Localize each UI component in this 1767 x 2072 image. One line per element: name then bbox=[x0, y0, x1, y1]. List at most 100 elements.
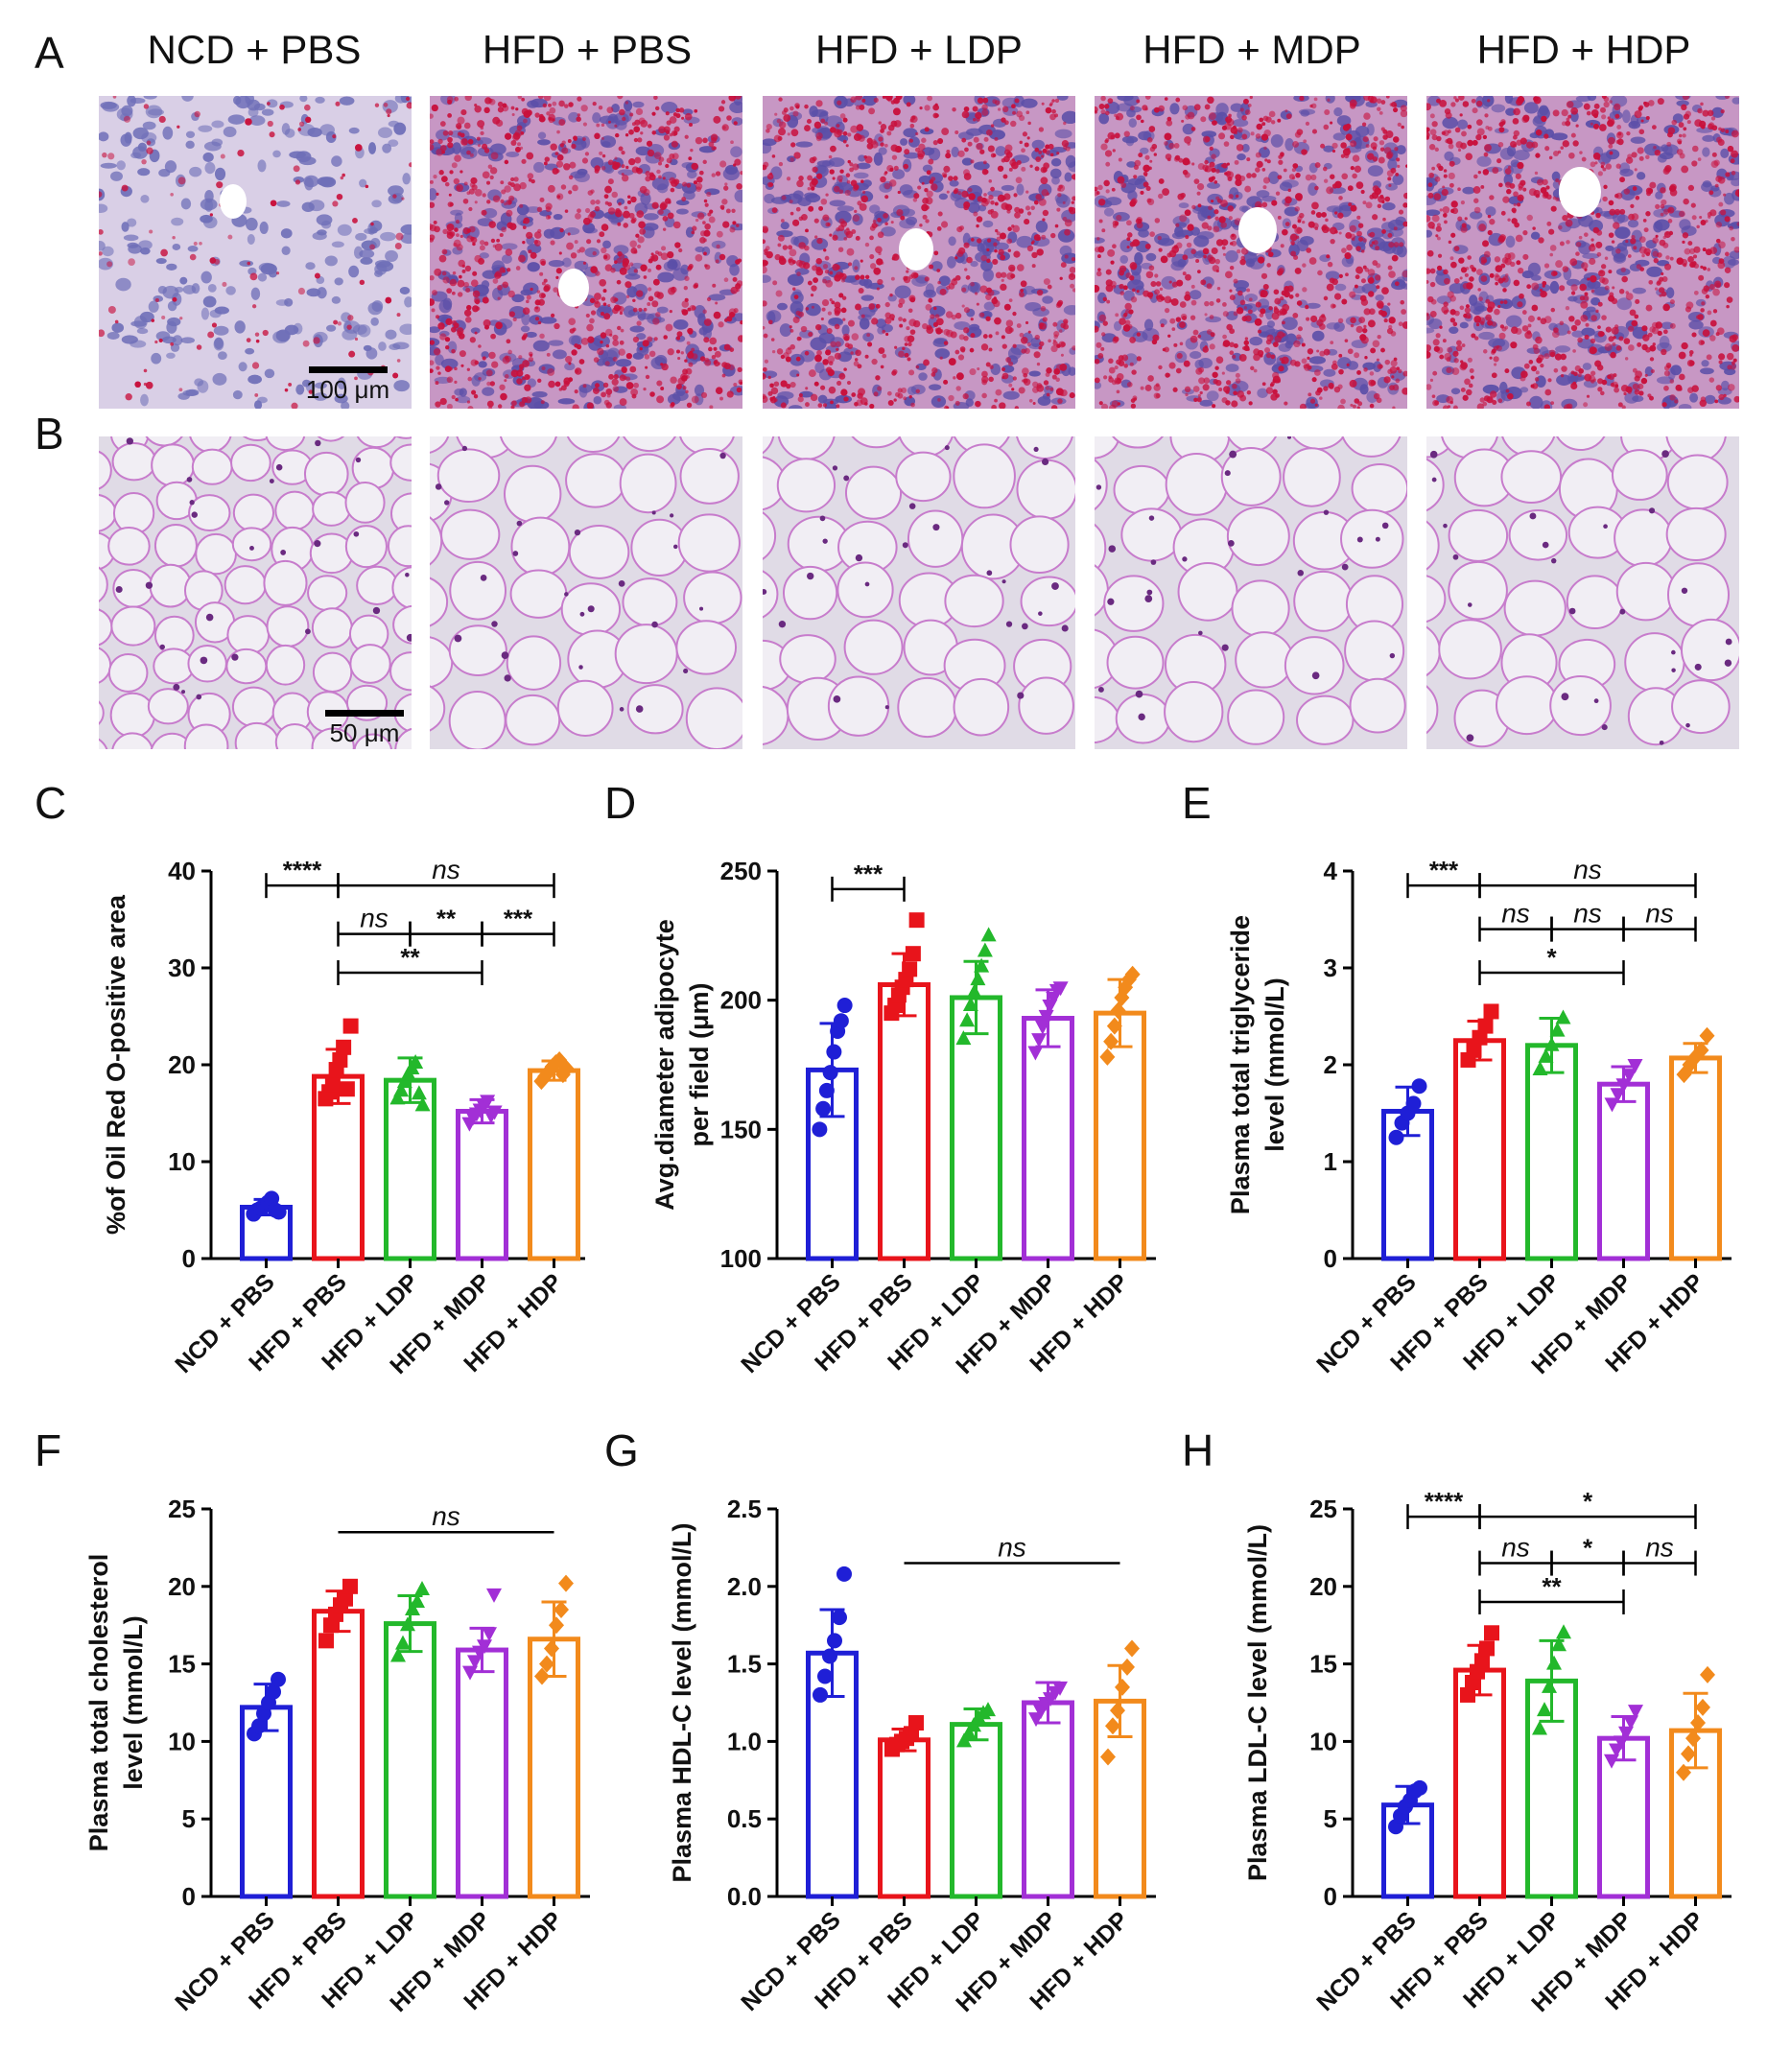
bar-4 bbox=[1022, 1016, 1074, 1261]
scale-bar-a: 100 μm bbox=[302, 366, 393, 405]
data-point bbox=[836, 998, 853, 1014]
data-point bbox=[342, 1018, 359, 1034]
chart-f-cholesterol: 0 5 10 15 20 25 Plasma total cholesterol level … bbox=[48, 1482, 604, 2058]
data-point bbox=[1676, 1066, 1692, 1084]
data-point bbox=[1621, 1069, 1637, 1084]
data-point bbox=[482, 1627, 497, 1642]
data-point bbox=[817, 1668, 833, 1684]
y-tick-label: 0 bbox=[182, 1882, 196, 1911]
data-point bbox=[400, 1616, 415, 1632]
he-adipose-micrograph-5 bbox=[1426, 436, 1739, 749]
data-point bbox=[836, 1566, 852, 1582]
data-point bbox=[977, 942, 993, 957]
data-point bbox=[1472, 1029, 1488, 1046]
data-point bbox=[342, 1578, 358, 1594]
panel-label-g: G bbox=[604, 1425, 639, 1475]
bar-3 bbox=[1525, 1043, 1578, 1261]
significance-label: ** bbox=[400, 943, 420, 972]
data-point bbox=[1027, 1046, 1044, 1061]
data-point bbox=[534, 1667, 550, 1685]
data-point bbox=[974, 957, 990, 973]
bar-5 bbox=[528, 1636, 580, 1899]
data-point bbox=[486, 1588, 502, 1603]
significance-label: *** bbox=[854, 859, 884, 888]
he-adipose-micrograph-1 bbox=[99, 436, 412, 749]
data-point bbox=[966, 983, 982, 999]
y-axis-label: Plasma HDL-C level (mmol/L) bbox=[668, 1522, 696, 1882]
significance-label: ns bbox=[1501, 899, 1530, 929]
data-point bbox=[338, 1590, 353, 1607]
chart-h-ldl: 0 5 10 15 20 25 Plasma LDL-C level (mmol/L) NCD… bbox=[1190, 1482, 1755, 2058]
data-point bbox=[410, 1592, 425, 1608]
y-axis-label: Avg.diameter adipocyte bbox=[650, 919, 679, 1211]
data-point bbox=[822, 1065, 838, 1081]
column-title-hfd-mdp: HFD + MDP bbox=[1143, 27, 1361, 72]
data-point bbox=[539, 1655, 554, 1673]
data-point bbox=[1052, 1681, 1068, 1696]
data-point bbox=[1474, 1653, 1490, 1669]
y-tick-label: 0.0 bbox=[727, 1882, 762, 1911]
data-point bbox=[1388, 1129, 1404, 1145]
y-tick-label: 0 bbox=[1324, 1882, 1337, 1911]
data-point bbox=[1538, 1048, 1554, 1063]
y-tick-label: 100 bbox=[720, 1244, 762, 1273]
y-tick-label: 0 bbox=[1324, 1244, 1337, 1273]
data-point bbox=[1484, 1625, 1499, 1641]
panel-label-e: E bbox=[1182, 778, 1212, 828]
bar-2 bbox=[1453, 1667, 1506, 1899]
data-point bbox=[1405, 1095, 1422, 1112]
he-adipose-micrograph-4 bbox=[1095, 436, 1407, 749]
significance-label: ns bbox=[1645, 1533, 1674, 1563]
data-point bbox=[1543, 1036, 1560, 1051]
data-point bbox=[818, 1082, 835, 1098]
chart-c-oil-red: 0 10 20 30 40 %of Oil Red O-positive area NCD … bbox=[48, 844, 590, 1401]
y-tick-label: 15 bbox=[1309, 1650, 1337, 1679]
y-axis-label: %of Oil Red O-positive area bbox=[102, 894, 130, 1235]
significance-label: *** bbox=[504, 905, 533, 933]
bar-3 bbox=[950, 995, 1002, 1261]
data-point bbox=[1542, 1678, 1557, 1693]
chart-d-adipocyte-diameter: 100 150 200 250 Avg.diameter adipocyte per fi… bbox=[614, 844, 1180, 1401]
significance-label: ns bbox=[1573, 855, 1602, 884]
y-tick-label: 2.5 bbox=[727, 1495, 762, 1523]
data-point bbox=[1479, 1640, 1495, 1657]
data-point bbox=[264, 1190, 280, 1207]
data-point bbox=[414, 1096, 431, 1112]
y-axis-label: Plasma total cholesterol bbox=[84, 1554, 113, 1852]
significance-label: * bbox=[1583, 1534, 1593, 1563]
bar-5 bbox=[1669, 1055, 1722, 1261]
data-point bbox=[1110, 1001, 1126, 1020]
data-point bbox=[554, 1601, 569, 1619]
data-point bbox=[1477, 1018, 1494, 1034]
bar-5 bbox=[528, 1068, 580, 1261]
data-point bbox=[826, 1044, 842, 1060]
data-point bbox=[1551, 1636, 1567, 1652]
panel-label-a: A bbox=[35, 28, 64, 78]
bar-2 bbox=[878, 1737, 931, 1899]
data-point bbox=[544, 1639, 559, 1658]
data-point bbox=[1466, 1042, 1482, 1058]
oil-red-micrograph-3 bbox=[763, 96, 1075, 409]
data-point bbox=[393, 1082, 410, 1097]
bar-2 bbox=[878, 982, 931, 1261]
scale-bar-b: 50 μm bbox=[321, 710, 408, 748]
data-point bbox=[1106, 1017, 1122, 1035]
significance-label: ** bbox=[1542, 1572, 1562, 1601]
data-point bbox=[1604, 1097, 1620, 1113]
data-point bbox=[962, 997, 978, 1012]
data-point bbox=[980, 1702, 996, 1717]
y-tick-label: 10 bbox=[168, 1147, 196, 1176]
data-point bbox=[1614, 1735, 1629, 1751]
data-point bbox=[1549, 1022, 1566, 1037]
data-point bbox=[408, 1053, 424, 1069]
bar-2 bbox=[312, 1609, 365, 1899]
he-adipose-micrograph-3 bbox=[763, 436, 1075, 749]
data-point bbox=[318, 1633, 334, 1649]
data-point bbox=[955, 1030, 972, 1046]
significance-label: ns bbox=[998, 1533, 1026, 1563]
y-tick-label: 200 bbox=[720, 986, 762, 1015]
oil-red-micrograph-5 bbox=[1426, 96, 1739, 409]
data-point bbox=[332, 1051, 348, 1068]
significance-label: ns bbox=[432, 1501, 460, 1531]
data-point bbox=[1623, 1715, 1638, 1731]
